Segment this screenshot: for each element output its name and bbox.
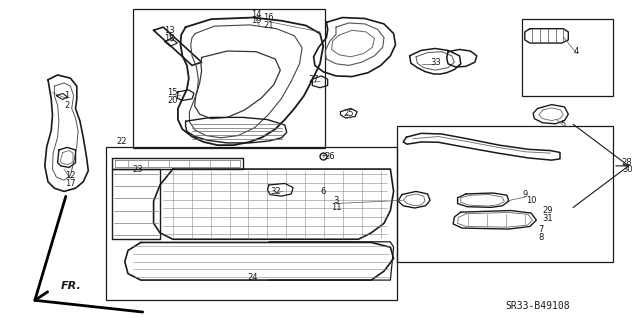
Text: 8: 8	[538, 233, 543, 242]
Text: 13: 13	[164, 26, 175, 35]
Text: 1: 1	[65, 91, 70, 100]
Text: 21: 21	[264, 21, 274, 30]
Text: 24: 24	[248, 273, 258, 282]
Text: 6: 6	[321, 187, 326, 196]
Text: 14: 14	[251, 10, 261, 19]
Bar	[133, 9, 325, 148]
Text: 18: 18	[164, 34, 175, 43]
Text: 27: 27	[308, 75, 319, 84]
Text: FR.: FR.	[61, 280, 81, 291]
Text: 3: 3	[333, 197, 339, 205]
Text: 17: 17	[65, 179, 76, 188]
Text: 30: 30	[622, 165, 632, 174]
Text: 16: 16	[264, 13, 274, 22]
Text: 28: 28	[622, 158, 632, 167]
Text: 2: 2	[65, 101, 70, 110]
Text: 19: 19	[251, 16, 261, 25]
Text: 31: 31	[542, 214, 552, 223]
Text: 10: 10	[526, 197, 536, 205]
Text: 20: 20	[168, 96, 178, 105]
Text: SR33-B49108: SR33-B49108	[506, 301, 570, 311]
Text: 23: 23	[132, 165, 143, 174]
Text: 4: 4	[573, 47, 579, 56]
Text: 22: 22	[116, 137, 127, 146]
Text: +: +	[320, 153, 326, 159]
Bar	[106, 147, 397, 300]
Text: 32: 32	[270, 187, 280, 196]
Text: 12: 12	[65, 171, 76, 180]
Text: 29: 29	[542, 206, 552, 215]
Bar	[397, 126, 613, 262]
Text: 26: 26	[324, 152, 335, 161]
Text: 33: 33	[430, 58, 440, 67]
Text: 7: 7	[538, 225, 543, 234]
Text: 15: 15	[168, 88, 178, 97]
Text: 25: 25	[344, 109, 354, 118]
Text: 9: 9	[522, 190, 527, 199]
Bar	[522, 19, 613, 96]
Text: 5: 5	[561, 120, 566, 129]
Text: 11: 11	[331, 203, 341, 212]
